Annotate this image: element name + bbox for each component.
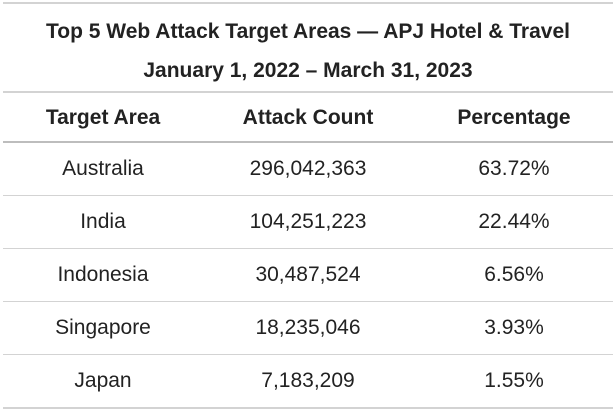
table-cell: Singapore [55, 316, 151, 339]
row-rule [3, 195, 613, 196]
title-rule [3, 91, 613, 93]
column-header: Percentage [457, 106, 571, 129]
table-cell: 296,042,363 [249, 157, 367, 180]
top-border [3, 2, 613, 4]
header-rule [3, 141, 613, 143]
row-rule [3, 301, 613, 302]
table-title: Top 5 Web Attack Target Areas — APJ Hote… [46, 20, 570, 43]
table-cell: Japan [74, 369, 132, 392]
table-cell: 63.72% [478, 157, 550, 180]
table-cell: Australia [62, 157, 144, 180]
table-cell: 104,251,223 [249, 210, 367, 233]
table-cell: India [80, 210, 126, 233]
table-cell: 7,183,209 [261, 369, 355, 392]
table-cell: 22.44% [478, 210, 550, 233]
table-cell: 3.93% [484, 316, 544, 339]
table-cell: 18,235,046 [255, 316, 361, 339]
row-rule [3, 407, 613, 409]
table-cell: Indonesia [57, 263, 149, 286]
table-cell: 6.56% [484, 263, 544, 286]
row-rule [3, 248, 613, 249]
table-subtitle: January 1, 2022 – March 31, 2023 [143, 59, 473, 82]
table-cell: 1.55% [484, 369, 544, 392]
row-rule [3, 354, 613, 355]
column-header: Attack Count [242, 106, 374, 129]
table-cell: 30,487,524 [255, 263, 361, 286]
column-header: Target Area [45, 106, 161, 129]
